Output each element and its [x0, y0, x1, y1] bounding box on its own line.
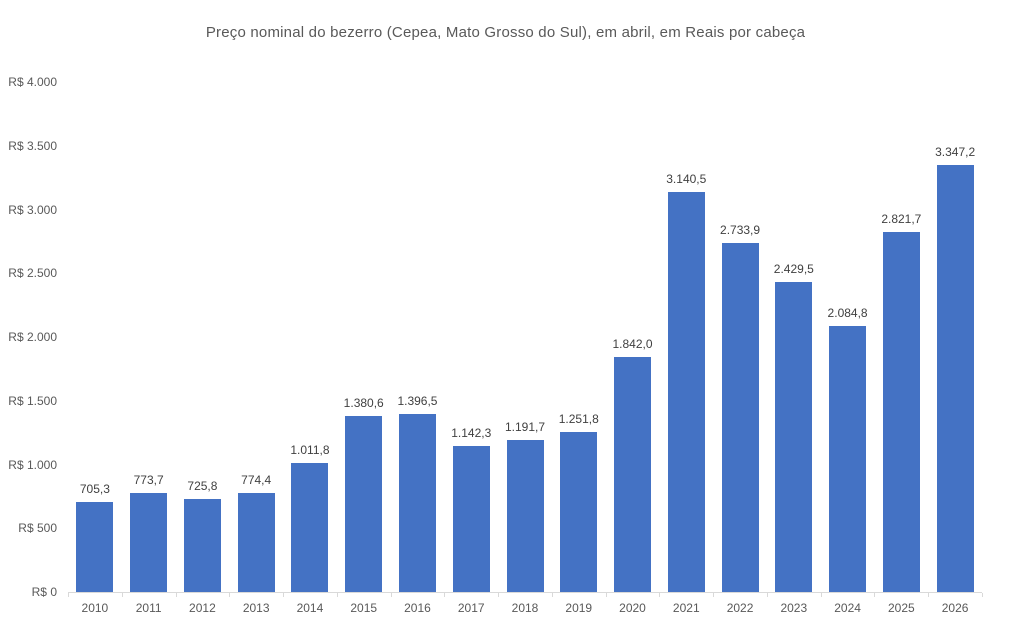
x-axis-label-2024: 2024	[834, 601, 861, 615]
x-axis-label-2020: 2020	[619, 601, 646, 615]
x-axis-tick-mark	[874, 593, 875, 597]
x-axis-label-2017: 2017	[457, 601, 485, 615]
x-axis-tick-mark	[122, 593, 123, 597]
bar-2011	[130, 493, 168, 592]
y-axis-tick-label: R$ 4.000	[8, 75, 57, 89]
x-axis-label-2015: 2015	[350, 601, 378, 615]
x-axis-label-2014: 2014	[296, 601, 324, 615]
x-axis-label-2021: 2021	[672, 601, 700, 615]
x-axis-tick-mark	[928, 593, 929, 597]
x-axis-tick-mark	[659, 593, 660, 597]
x-axis-tick-mark	[821, 593, 822, 597]
bar-2015	[345, 416, 383, 592]
y-axis-tick-label: R$ 1.500	[8, 393, 57, 408]
bar-value-label-2015: 1.380,6	[343, 396, 384, 410]
bar-2018	[506, 440, 544, 592]
bar-value-label-2020: 1.842,0	[612, 337, 653, 351]
x-axis-label-2018: 2018	[511, 601, 539, 615]
x-axis-label-2013: 2013	[242, 601, 270, 615]
bar-2014	[291, 463, 329, 592]
bar-2016	[398, 414, 436, 592]
bar-2017	[452, 446, 490, 592]
y-axis-tick-label: R$ 500	[18, 521, 57, 536]
x-axis-tick-mark	[68, 593, 69, 597]
bar-value-label-2024: 2.084,8	[827, 306, 868, 320]
bar-2020	[614, 357, 652, 592]
bar-2012	[183, 499, 221, 592]
bar-2021	[667, 192, 705, 592]
x-axis-tick-mark	[552, 593, 553, 597]
chart-title: Preço nominal do bezerro (Cepea, Mato Gr…	[205, 24, 806, 41]
bar-value-label-2011: 773,7	[133, 473, 164, 487]
bar-value-label-2023: 2.429,5	[773, 262, 814, 276]
plot-area: 705,3 2010 773,7 2011 725,8 2012 774,4 2013 1.01…	[68, 83, 983, 615]
x-axis-tick-mark	[176, 593, 177, 597]
y-axis-tick-label: R$ 2.000	[8, 330, 57, 344]
x-axis-tick-mark	[606, 593, 607, 597]
x-axis-label-2011: 2011	[135, 601, 162, 615]
bar-2025	[882, 232, 920, 592]
y-axis-tick-label: R$ 3.000	[8, 202, 57, 217]
bar-value-label-2022: 2.733,9	[720, 223, 761, 237]
bar-2023	[775, 282, 813, 592]
bar-value-label-2019: 1.251,8	[558, 412, 599, 426]
x-axis-label-2016: 2016	[404, 601, 431, 615]
y-axis-tick-label: R$ 1.000	[8, 457, 57, 472]
x-axis-tick-mark	[767, 593, 768, 597]
y-axis-tick-label: R$ 0	[31, 585, 57, 599]
bar-2022	[721, 243, 759, 592]
bar-value-label-2012: 725,8	[187, 479, 218, 493]
bar-value-label-2016: 1.396,5	[397, 394, 438, 408]
x-axis-label-2026: 2026	[941, 601, 969, 615]
x-axis-tick-mark	[982, 593, 983, 597]
y-axis-tick-label: R$ 2.500	[8, 266, 57, 281]
bar-value-label-2010: 705,3	[79, 482, 110, 496]
x-axis-tick-mark	[444, 593, 445, 597]
x-axis-tick-mark	[283, 593, 284, 597]
x-axis-label-2023: 2023	[780, 601, 808, 615]
bar-value-label-2013: 774,4	[241, 473, 272, 487]
bar-value-label-2026: 3.347,2	[935, 145, 976, 159]
x-axis-label-2022: 2022	[726, 601, 754, 615]
x-axis-label-2025: 2025	[887, 601, 915, 615]
bar-2024	[829, 326, 867, 592]
bar-value-label-2014: 1.011,8	[290, 443, 330, 457]
x-axis-label-2010: 2010	[81, 601, 109, 615]
x-axis-label-2019: 2019	[565, 601, 593, 615]
x-axis-tick-mark	[391, 593, 392, 597]
bar-value-label-2021: 3.140,5	[666, 172, 707, 186]
x-axis-tick-mark	[229, 593, 230, 597]
x-axis-tick-mark	[713, 593, 714, 597]
bar-value-label-2018: 1.191,7	[504, 420, 546, 434]
y-axis: R$ 0 R$ 500 R$ 1.000 R$ 1.500 R$ 2.000 R$ 2.5…	[0, 75, 57, 599]
x-axis-tick-mark	[498, 593, 499, 597]
x-axis-label-2012: 2012	[189, 601, 216, 615]
bar-value-label-2017: 1.142,3	[451, 426, 492, 440]
bar-2019	[560, 432, 598, 592]
x-axis-tick-mark	[337, 593, 338, 597]
bar-2026	[936, 165, 974, 592]
bar-value-label-2025: 2.821,7	[881, 212, 922, 226]
y-axis-tick-label: R$ 3.500	[8, 138, 57, 153]
bar-2013	[237, 493, 275, 592]
bar-2010	[76, 502, 114, 592]
